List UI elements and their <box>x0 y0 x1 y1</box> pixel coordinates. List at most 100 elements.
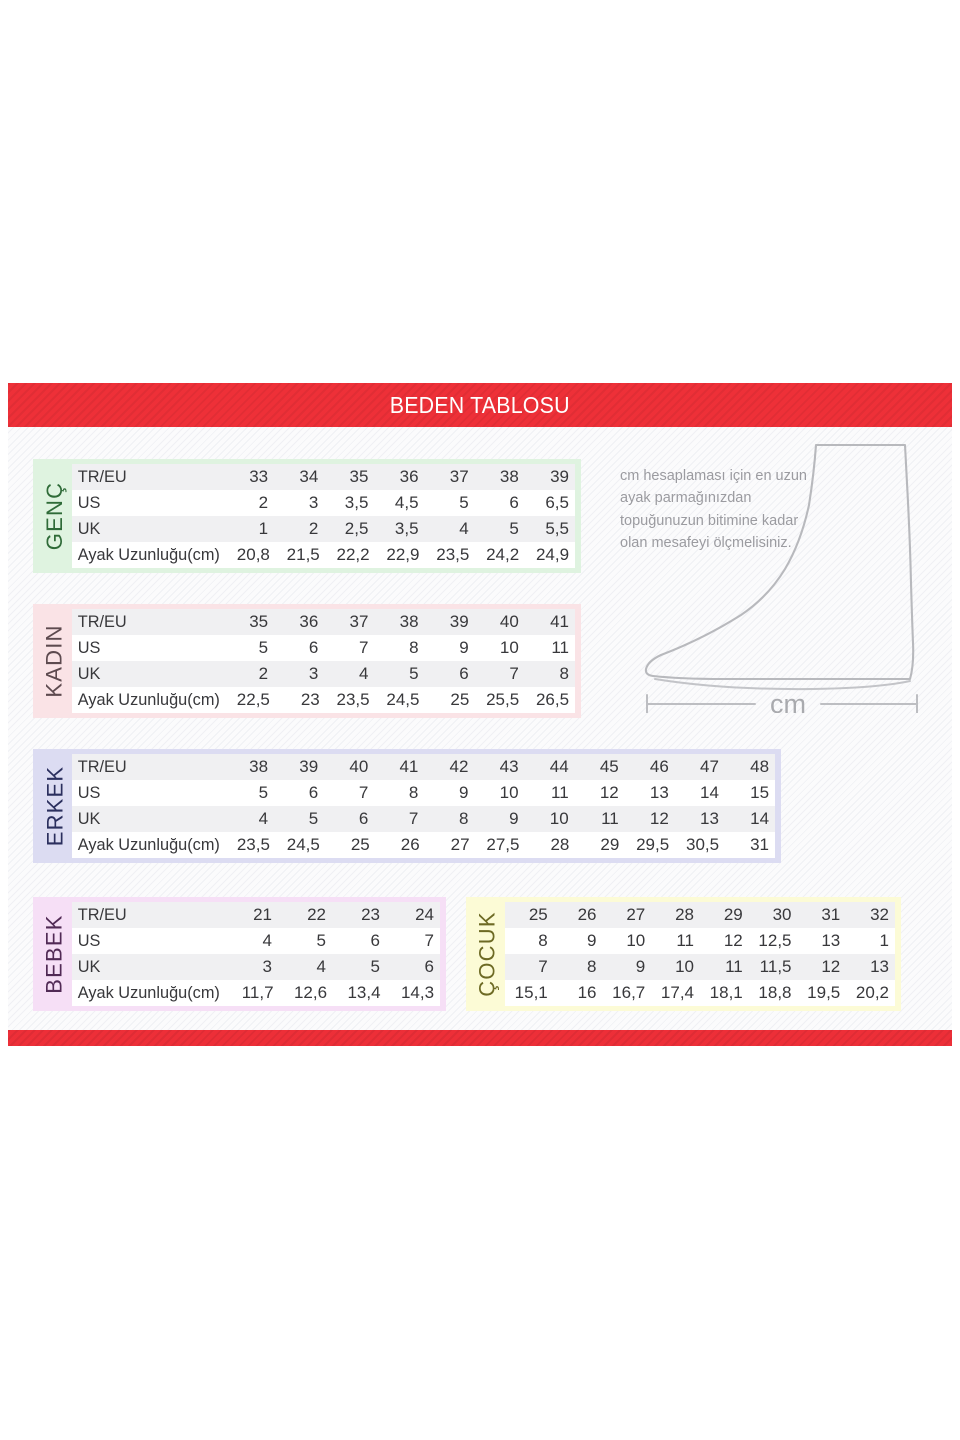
cell: 9 <box>459 783 469 802</box>
size-grid-cocuk: 25 26 27 28 29 30 31 32 8 9 1 <box>505 902 895 1006</box>
cell: 42 <box>449 757 469 776</box>
size-block-erkek: ERKEK TR/EU 38 39 40 41 42 43 44 45 46 <box>33 749 781 863</box>
cell: 37 <box>449 467 469 486</box>
cell: 46 <box>649 757 669 776</box>
cell: 6 <box>308 783 319 802</box>
row-cells: 8 9 10 11 12 12,5 13 1 <box>505 931 895 951</box>
cell: 13 <box>870 957 889 976</box>
row-label: US <box>77 493 101 512</box>
cell: 38 <box>499 467 519 486</box>
cell: 11 <box>725 957 743 976</box>
category-label-cocuk-text: ÇOCUK <box>475 911 501 997</box>
cell: 13 <box>649 783 669 802</box>
cell: 27 <box>626 905 646 924</box>
cell: 6,5 <box>545 493 569 512</box>
category-label-bebek: BEBEK <box>38 902 72 1006</box>
cell: 3,5 <box>344 493 369 512</box>
cell: 10 <box>626 931 646 950</box>
cell: 23,5 <box>336 690 370 709</box>
cell: 41 <box>550 612 569 631</box>
cell: 45 <box>599 757 619 776</box>
row-cells: 5 6 7 8 9 10 11 12 13 14 15 <box>224 783 775 803</box>
cell: 31 <box>821 905 841 924</box>
row-cells: 4 5 6 7 8 9 10 11 12 13 14 <box>224 809 775 829</box>
cell: 44 <box>549 757 569 776</box>
cell: 23 <box>361 905 380 924</box>
table-row: Ayak Uzunluğu(cm) 11,7 12,6 13,4 14,3 <box>72 980 440 1006</box>
row-cells: 35 36 37 38 39 40 41 <box>224 612 575 632</box>
cell: 5 <box>370 957 380 976</box>
table-row: Ayak Uzunluğu(cm) 22,5 23 23,5 24,5 25 2… <box>72 687 575 713</box>
cell: 3 <box>262 957 272 976</box>
page-title: BEDEN TABLOSU <box>390 391 570 418</box>
category-label-cocuk: ÇOCUK <box>471 902 505 1006</box>
cell: 2,5 <box>344 519 369 538</box>
cell: 23,5 <box>436 545 470 564</box>
cell: 12 <box>649 809 669 828</box>
cell: 10 <box>499 783 519 802</box>
cell: 5,5 <box>545 519 569 538</box>
cell: 26 <box>577 905 597 924</box>
cell: 13 <box>700 809 719 828</box>
cell: 36 <box>299 612 319 631</box>
cell: 2 <box>258 664 269 683</box>
cell: 12,5 <box>758 931 792 950</box>
cell: 8 <box>459 809 469 828</box>
chart-header-banner: BEDEN TABLOSU <box>8 383 952 427</box>
cell: 25 <box>450 690 470 709</box>
cell: 23,5 <box>236 835 270 854</box>
cell: 8 <box>409 638 419 657</box>
row-cells: 3 4 5 6 <box>224 957 440 977</box>
table-row: US 5 6 7 8 9 10 11 <box>72 635 575 661</box>
cell: 4 <box>459 519 469 538</box>
table-row: UK 1 2 2,5 3,5 4 5 5,5 <box>72 516 575 542</box>
cell: 5 <box>459 493 469 512</box>
cell: 36 <box>399 467 419 486</box>
row-cells: 15,1 16 16,7 17,4 18,1 18,8 19,5 20,2 <box>505 983 895 1003</box>
cell: 6 <box>509 493 519 512</box>
cell: 6 <box>459 664 469 683</box>
table-row: UK 4 5 6 7 8 9 10 11 12 13 14 <box>72 806 775 832</box>
cell: 21,5 <box>286 545 320 564</box>
cell: 9 <box>587 931 597 950</box>
cell: 8 <box>408 783 419 802</box>
cell: 28 <box>675 905 694 924</box>
cell: 25,5 <box>486 690 520 709</box>
cell: 21 <box>253 905 272 924</box>
size-block-genc: GENÇ TR/EU 33 34 35 36 37 38 39 U <box>33 459 581 573</box>
row-cells: 7 8 9 10 11 11,5 12 13 <box>505 957 895 977</box>
table-row: US 5 6 7 8 9 10 11 12 13 14 15 <box>72 780 775 806</box>
cell: 16 <box>577 983 597 1002</box>
cell: 2 <box>258 493 269 512</box>
cell: 34 <box>299 467 319 486</box>
cell: 47 <box>700 757 719 776</box>
cell: 26 <box>400 835 420 854</box>
cell: 3 <box>308 493 319 512</box>
cell: 8 <box>587 957 597 976</box>
foot-outline-icon: cm <box>644 443 918 713</box>
cell: 5 <box>258 638 269 657</box>
cm-measure-label: cm <box>770 689 806 713</box>
size-grid-bebek: TR/EU 21 22 23 24 US 4 5 6 7 <box>72 902 440 1006</box>
cell: 11 <box>551 638 569 657</box>
table-row: 25 26 27 28 29 30 31 32 <box>505 902 895 928</box>
cell: 1 <box>258 519 269 538</box>
cell: 8 <box>559 664 569 683</box>
table-row: TR/EU 21 22 23 24 <box>72 902 440 928</box>
table-row: Ayak Uzunluğu(cm) 23,5 24,5 25 26 27 27,… <box>72 832 775 858</box>
cell: 39 <box>449 612 469 631</box>
cell: 33 <box>249 467 269 486</box>
cell: 3,5 <box>394 519 419 538</box>
category-label-bebek-text: BEBEK <box>42 914 67 994</box>
category-label-genc: GENÇ <box>38 464 72 568</box>
cell: 12 <box>723 931 743 950</box>
row-cells: 2 3 3,5 4,5 5 6 6,5 <box>224 493 575 513</box>
table-row: UK 3 4 5 6 <box>72 954 440 980</box>
size-block-bebek: BEBEK TR/EU 21 22 23 24 US 4 5 <box>33 897 446 1011</box>
cell: 7 <box>358 783 369 802</box>
cell: 24,2 <box>486 545 520 564</box>
row-cells: 25 26 27 28 29 30 31 32 <box>505 905 895 925</box>
table-row: UK 2 3 4 5 6 7 8 <box>72 661 575 687</box>
row-cells: 4 5 6 7 <box>224 931 440 951</box>
row-cells: 21 22 23 24 <box>224 905 440 925</box>
